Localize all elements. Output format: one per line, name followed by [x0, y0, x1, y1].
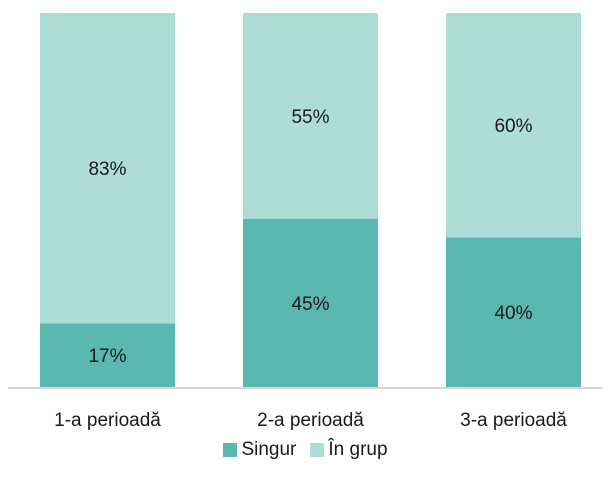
data-label-singur-3: 40%	[494, 303, 532, 324]
bar-n-grup-2	[243, 13, 378, 219]
bar-n-grup-1	[40, 13, 175, 324]
legend-item-in-grup: În grup	[310, 439, 388, 461]
legend-label-in-grup: În grup	[328, 439, 388, 460]
legend-swatch-in-grup	[310, 443, 325, 457]
data-label-singur-1: 17%	[88, 346, 126, 367]
labels-layer: 17% 83% 1-a perioadă 45% 55% 2-a perioadă 40% 6…	[54, 107, 567, 431]
legend: Singur În grup	[0, 436, 611, 464]
data-label-n-grup-2: 55%	[291, 107, 329, 128]
legend-swatch-singur	[223, 443, 238, 457]
data-label-singur-2: 45%	[291, 294, 329, 315]
legend-item-singur: Singur	[223, 439, 296, 461]
bar-singur-2	[243, 218, 378, 387]
data-label-n-grup-1: 83%	[88, 159, 126, 180]
bar-singur-3	[446, 237, 581, 387]
bars-layer	[40, 13, 581, 387]
bar-singur-1	[40, 323, 175, 387]
x-tick-label-1: 1-a perioadă	[54, 410, 161, 431]
bar-n-grup-3	[446, 13, 581, 238]
legend-label-singur: Singur	[241, 439, 297, 460]
x-tick-label-3: 3-a perioadă	[460, 410, 567, 431]
data-label-n-grup-3: 60%	[494, 116, 532, 137]
x-tick-label-2: 2-a perioadă	[257, 410, 364, 431]
